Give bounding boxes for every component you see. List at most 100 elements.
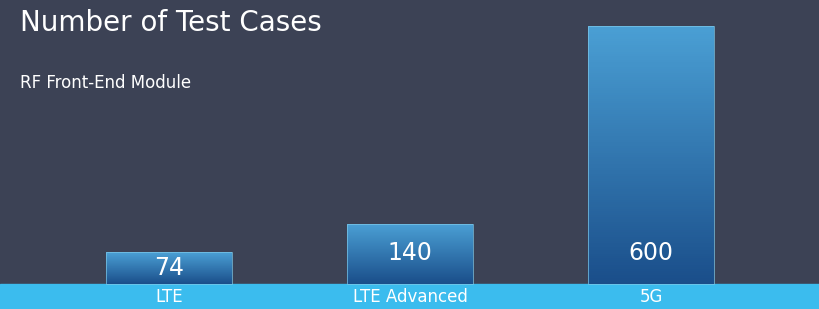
Bar <box>588 200 713 202</box>
Bar <box>588 174 713 176</box>
Bar <box>588 262 713 265</box>
Bar <box>347 269 472 270</box>
Bar <box>347 259 472 260</box>
Bar <box>588 144 713 146</box>
Bar <box>588 275 713 277</box>
Bar <box>588 60 713 62</box>
Bar <box>588 250 713 252</box>
Bar <box>588 254 713 256</box>
Bar <box>588 215 713 217</box>
Bar <box>588 26 713 284</box>
Bar <box>347 255 472 256</box>
Bar <box>347 256 472 257</box>
Bar <box>588 194 713 196</box>
Bar <box>588 39 713 41</box>
Bar <box>588 196 713 198</box>
Bar <box>588 131 713 133</box>
Bar <box>588 30 713 32</box>
Text: 74: 74 <box>154 256 183 280</box>
Bar <box>588 185 713 187</box>
Bar <box>347 264 472 265</box>
Bar <box>347 262 472 263</box>
Bar <box>588 90 713 92</box>
Bar <box>347 282 472 283</box>
Bar <box>588 71 713 73</box>
Bar <box>347 260 472 261</box>
Bar <box>347 277 472 278</box>
Bar <box>347 251 472 252</box>
Bar <box>347 270 472 271</box>
Bar <box>347 233 472 234</box>
Bar <box>588 179 713 181</box>
Bar <box>347 280 472 281</box>
Bar <box>588 56 713 58</box>
Bar <box>588 256 713 258</box>
Bar <box>588 41 713 43</box>
Bar <box>588 123 713 125</box>
Bar <box>347 245 472 246</box>
Bar <box>588 181 713 183</box>
Bar <box>588 273 713 275</box>
Bar <box>588 269 713 271</box>
Bar <box>347 265 472 266</box>
Bar <box>347 240 472 241</box>
Bar <box>347 248 472 249</box>
Bar <box>588 204 713 206</box>
Bar <box>588 252 713 254</box>
Bar <box>347 273 472 274</box>
Bar <box>347 229 472 230</box>
Bar <box>588 118 713 121</box>
Bar <box>347 271 472 272</box>
Text: 600: 600 <box>628 241 673 265</box>
Bar <box>588 153 713 155</box>
Bar <box>588 142 713 144</box>
Bar <box>347 252 472 253</box>
Bar <box>588 133 713 136</box>
Bar <box>588 248 713 250</box>
Bar <box>588 84 713 86</box>
Bar <box>347 224 472 284</box>
Bar <box>588 69 713 71</box>
Bar <box>588 54 713 56</box>
Bar <box>588 161 713 163</box>
Bar <box>588 34 713 36</box>
Bar <box>588 110 713 112</box>
Bar <box>347 283 472 284</box>
Bar <box>347 257 472 258</box>
Bar <box>588 26 713 28</box>
Bar <box>588 136 713 138</box>
Bar <box>588 235 713 237</box>
Bar <box>588 258 713 260</box>
Bar <box>588 99 713 101</box>
Bar <box>347 249 472 250</box>
Bar <box>588 176 713 179</box>
Bar <box>588 105 713 108</box>
Bar <box>588 138 713 140</box>
Bar <box>106 252 231 284</box>
Bar <box>347 230 472 231</box>
Bar <box>588 192 713 194</box>
Bar <box>588 79 713 82</box>
Bar <box>588 265 713 267</box>
Bar <box>588 86 713 88</box>
Bar <box>588 45 713 47</box>
Bar <box>588 62 713 65</box>
Bar <box>588 146 713 148</box>
Bar <box>588 67 713 69</box>
Bar <box>347 250 472 251</box>
Bar <box>588 155 713 157</box>
Bar <box>588 243 713 245</box>
Bar <box>588 127 713 129</box>
Bar <box>347 263 472 264</box>
Bar <box>588 219 713 222</box>
Bar <box>347 234 472 235</box>
Bar <box>588 78 713 80</box>
Bar <box>347 279 472 280</box>
Bar <box>347 259 472 260</box>
Bar <box>347 227 472 228</box>
Text: 5G: 5G <box>639 287 662 306</box>
Bar <box>347 258 472 259</box>
Bar <box>347 247 472 248</box>
Bar <box>588 75 713 78</box>
Bar <box>588 114 713 116</box>
